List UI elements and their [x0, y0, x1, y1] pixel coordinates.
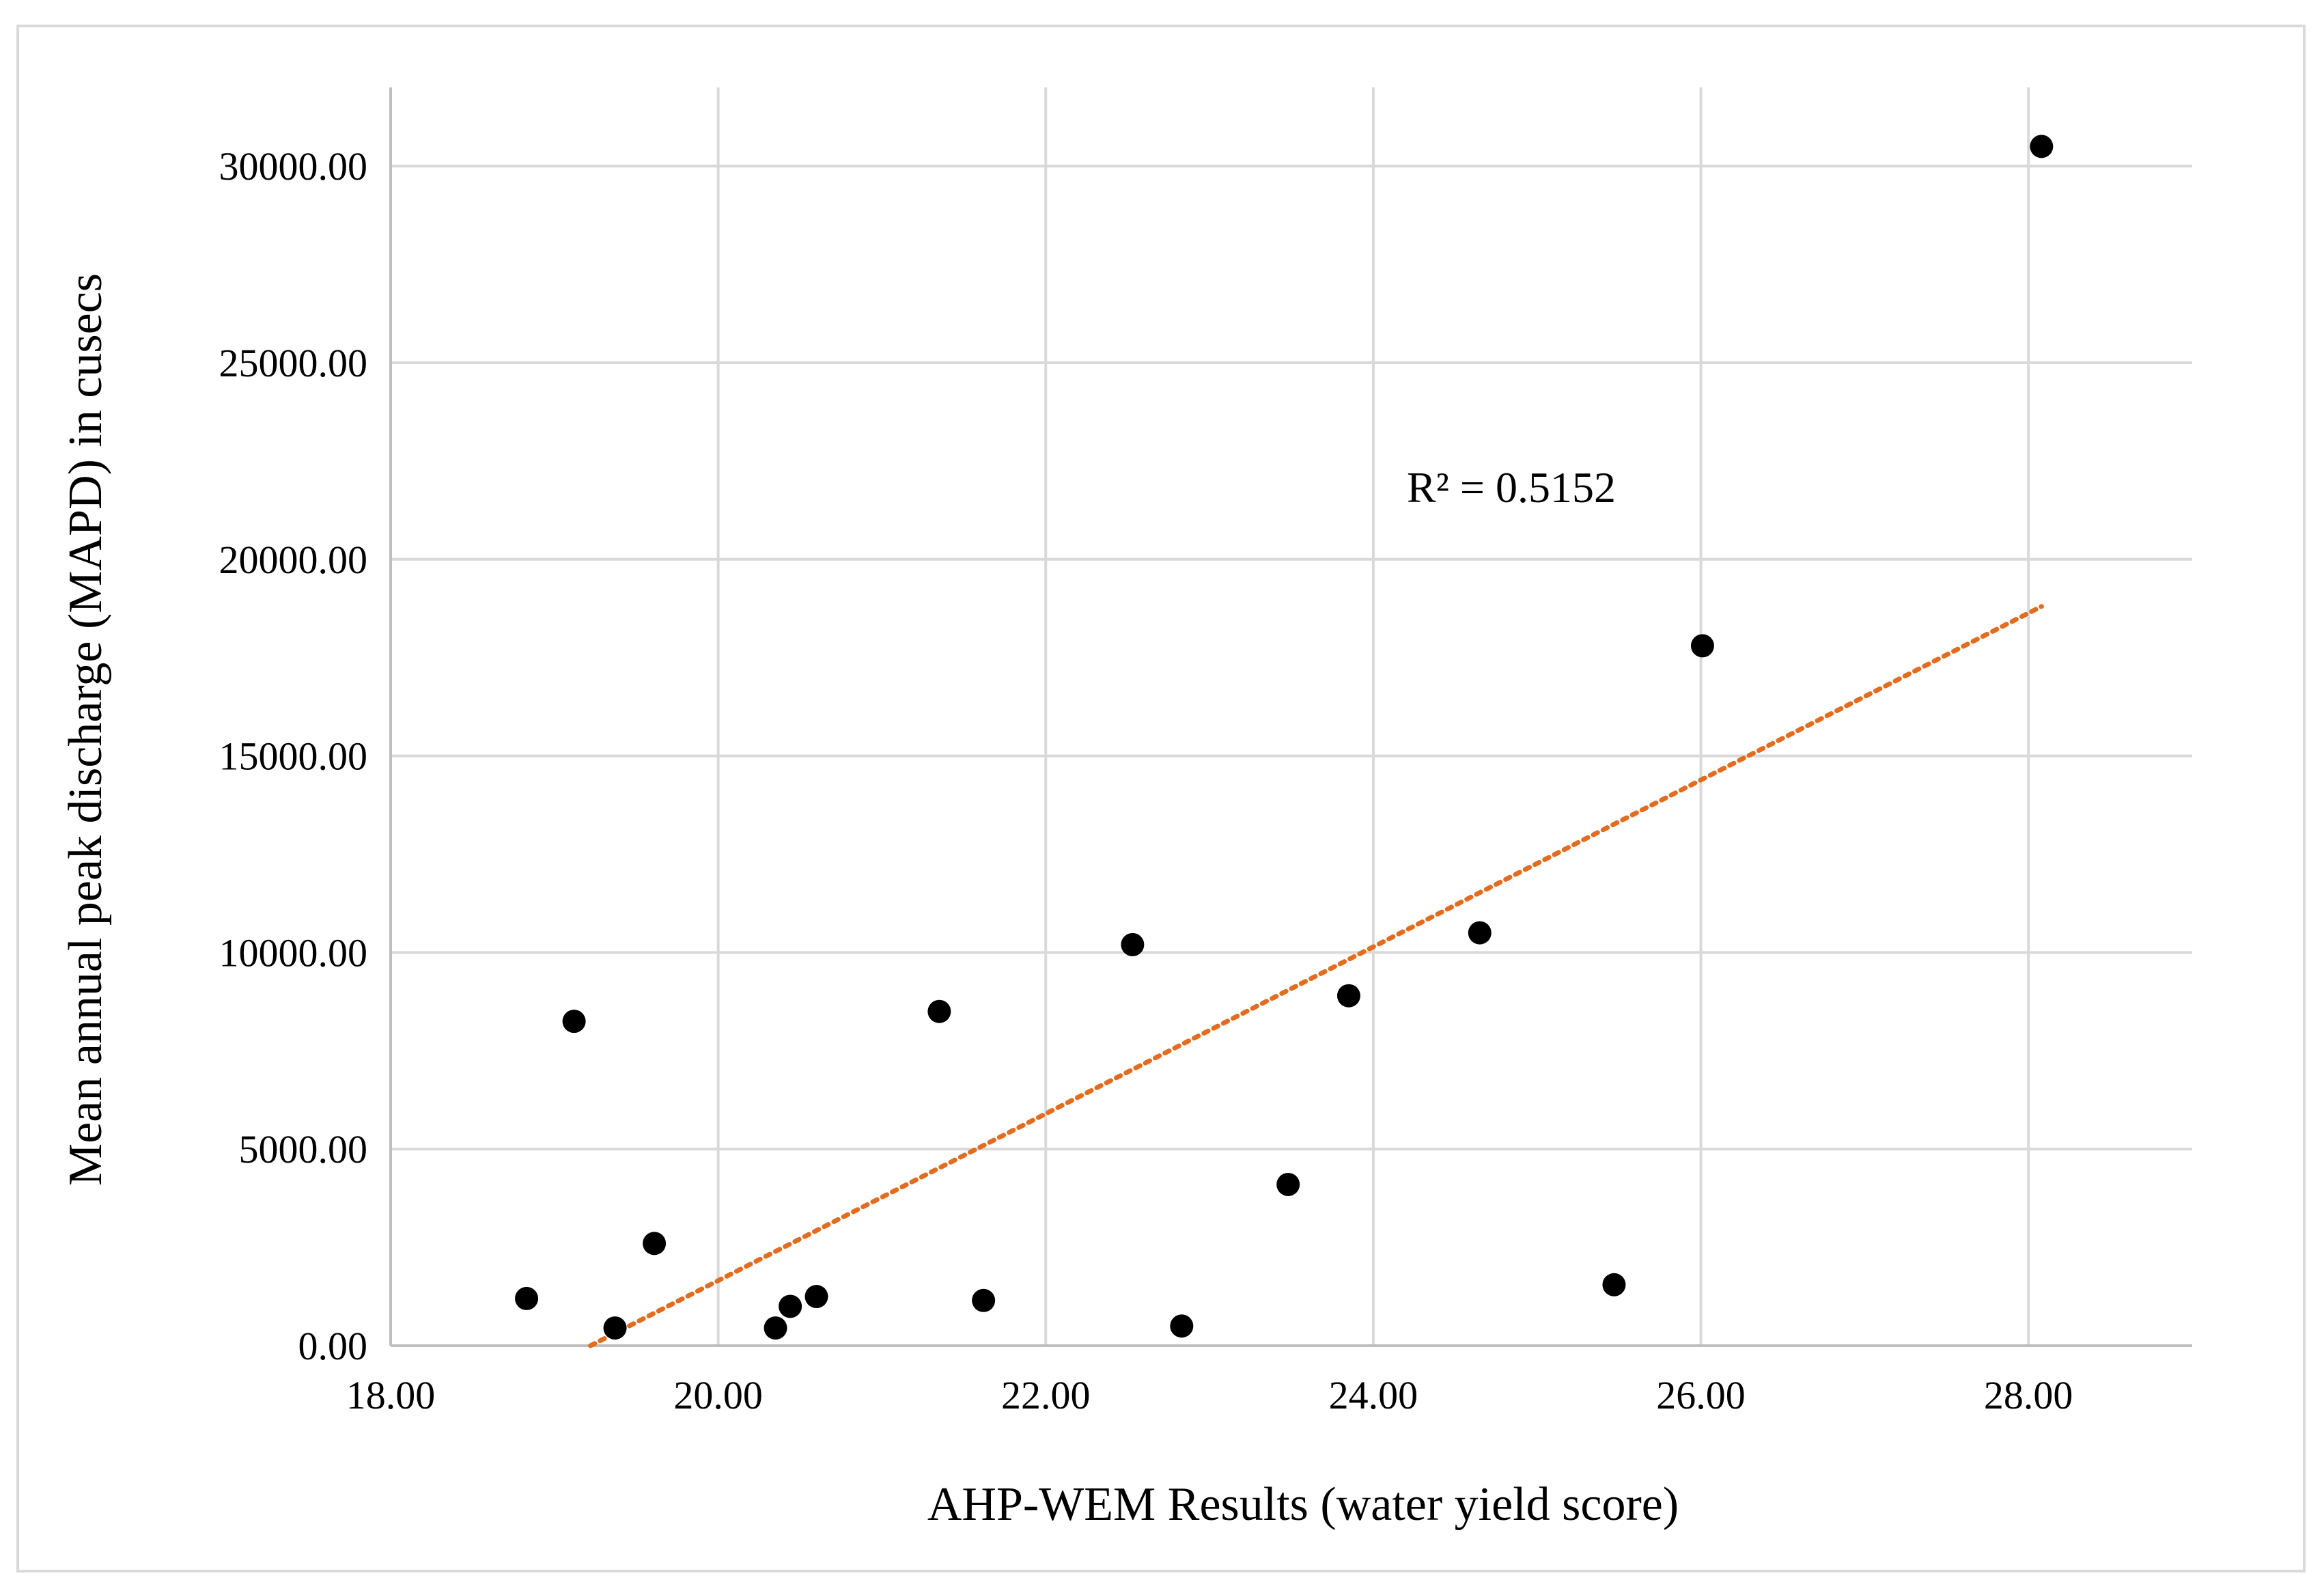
y-tick-labels: 0.00 5000.00 10000.00 15000.00 20000.00 25000… [219, 144, 368, 1368]
y-tick-label: 15000.00 [219, 734, 368, 779]
gridlines [391, 87, 2192, 1346]
axes [389, 87, 2192, 1347]
x-axis-title: AHP-WEM Results (water yield score) [927, 1478, 1679, 1531]
trendline [588, 604, 2044, 1348]
data-point [515, 1286, 539, 1310]
y-tick-label: 25000.00 [219, 341, 368, 385]
data-point [972, 1288, 996, 1312]
data-point [2030, 135, 2054, 158]
y-tick-label: 0.00 [298, 1324, 368, 1368]
y-tick-label: 20000.00 [219, 538, 368, 582]
data-point [562, 1010, 586, 1034]
data-point [1690, 634, 1714, 658]
data-point [927, 999, 951, 1023]
data-point [1602, 1273, 1626, 1296]
data-point [804, 1285, 828, 1309]
data-point [1276, 1172, 1300, 1196]
data-point [1336, 984, 1360, 1008]
x-tick-label: 20.00 [673, 1373, 763, 1417]
data-point [1121, 932, 1145, 956]
data-point [603, 1316, 627, 1340]
data-point [1170, 1314, 1194, 1338]
data-point [764, 1316, 787, 1340]
r-squared-label: R² = 0.5152 [1407, 463, 1616, 512]
data-point [643, 1232, 667, 1256]
data-point [1468, 921, 1492, 945]
x-tick-labels: 18.00 20.00 22.00 24.00 26.00 28.00 [346, 1373, 2073, 1417]
y-axis-title: Mean annual peak discharge (MAPD) in cus… [59, 273, 112, 1186]
trendline-group [588, 604, 2044, 1348]
x-tick-label: 24.00 [1329, 1373, 1418, 1417]
y-tick-label: 30000.00 [219, 144, 368, 189]
y-tick-label: 10000.00 [219, 930, 368, 975]
x-tick-label: 28.00 [1984, 1373, 2073, 1417]
x-tick-label: 18.00 [346, 1373, 436, 1417]
x-tick-label: 26.00 [1656, 1373, 1746, 1417]
chart-frame [16, 25, 2306, 1572]
data-points [515, 135, 2054, 1340]
data-point [779, 1294, 802, 1318]
y-tick-label: 5000.00 [239, 1127, 368, 1171]
x-tick-label: 22.00 [1001, 1373, 1091, 1417]
